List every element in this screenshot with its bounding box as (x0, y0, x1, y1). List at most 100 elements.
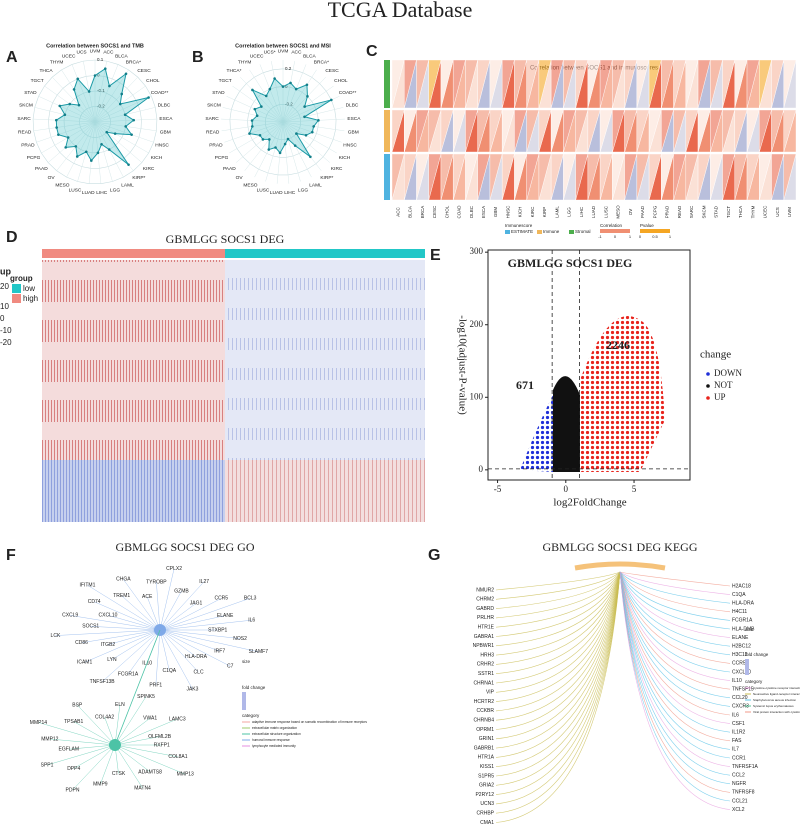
legend-label: humoral immune response (252, 738, 290, 742)
radar-label: PCPG (215, 155, 229, 161)
radar-label: TGCT (31, 78, 44, 84)
legend-tick: 0 (639, 234, 642, 239)
network-edge (495, 571, 621, 758)
legend-title: size (745, 627, 753, 632)
cell-tri (575, 59, 589, 109)
network-edge (107, 614, 161, 631)
radar-label: KIRC (331, 166, 343, 172)
gene-label: HLA-DRA (732, 601, 755, 607)
radar-label: PAAD (223, 166, 236, 172)
heatmap-block (42, 460, 225, 522)
column-label: BRCA (420, 206, 425, 219)
network-edge (495, 571, 621, 609)
radar-label: OV (236, 175, 244, 181)
network-edge (619, 571, 731, 742)
y-tick-label: 100 (470, 391, 484, 401)
radar-label: THCA* (227, 68, 242, 74)
cell-tri (391, 109, 405, 153)
gene-label: CSF1 (732, 721, 745, 727)
column-label: OV (628, 209, 633, 216)
radar-point (76, 77, 80, 81)
gene-label: JAK3 (186, 686, 198, 692)
radar-label: READ (18, 129, 32, 135)
cell-tri (489, 153, 503, 201)
radar-point (107, 148, 111, 151)
gene-label: BSP (72, 702, 83, 708)
cell-tri (563, 109, 576, 153)
network-edge (619, 571, 731, 595)
cell-tri (746, 153, 760, 201)
radar-point (281, 85, 285, 88)
network-edge (495, 571, 621, 777)
radar-grid (63, 90, 127, 154)
radar-label: LGG (110, 187, 120, 193)
network-edge (495, 571, 621, 693)
gene-label: LYN (107, 657, 117, 663)
column-label: STAD (714, 205, 719, 217)
network-edge (619, 571, 731, 656)
y-axis-label: -log10(adjust-P-value) (456, 315, 468, 415)
radar-label: ACC (291, 50, 302, 56)
gene-label: EGFLAM (58, 747, 79, 753)
network-edge (114, 744, 151, 773)
gene-label: C7 (227, 664, 234, 670)
radar-point (124, 125, 127, 128)
network-edge (495, 571, 621, 674)
gene-label: ACE (142, 594, 153, 600)
radar-spoke (235, 121, 284, 163)
gene-label: OPRM1 (476, 727, 494, 733)
radar-label: CESC (137, 68, 151, 74)
cell-tri (599, 109, 613, 153)
legend-gradient (745, 659, 749, 675)
column-label: LIHC (579, 206, 584, 217)
cell-tri (624, 109, 638, 153)
gene-label: ADAMTS8 (138, 769, 162, 775)
network-edge (73, 721, 116, 746)
legend-title: category (242, 713, 260, 718)
legend-label: lymphocyte mediated immunity (252, 744, 296, 748)
radar-point (84, 150, 88, 154)
gene-label: IFITM1 (80, 583, 96, 589)
radar-point (147, 96, 150, 99)
network-edge (619, 571, 731, 681)
radar-point (306, 95, 309, 98)
cell-tri (501, 59, 515, 109)
network-edge (619, 571, 731, 785)
network-edge (77, 704, 116, 746)
cell-tri (710, 59, 723, 109)
gene-label: CTSK (112, 771, 126, 777)
gene-label: HRH3 (480, 652, 494, 658)
gene-label: BCL3 (244, 596, 257, 602)
gene-label: SPP1 (41, 762, 54, 768)
cell-tri (771, 59, 785, 109)
gene-label: GRIA2 (479, 783, 494, 789)
column-label: COAD (457, 205, 462, 219)
gene-label: FCGR1A (118, 672, 139, 678)
network-edge (159, 629, 220, 652)
gene-label: GABRD (476, 606, 494, 612)
x-tick-label: -5 (494, 484, 502, 494)
gene-label: PRF1 (149, 682, 162, 688)
radar-point (63, 113, 67, 116)
gene-label: GRIN1 (479, 736, 495, 742)
cell-tri (563, 59, 576, 109)
gene-label: ELN (115, 702, 125, 708)
gene-label: IL6 (732, 712, 739, 718)
cell-tri (440, 59, 454, 109)
radar-label: LAML (121, 182, 134, 188)
radar-label: CHOL (334, 78, 348, 84)
radar-spoke (222, 107, 284, 123)
network-edge (159, 629, 199, 673)
column-label: KIRC (530, 206, 535, 218)
radar-spoke (94, 121, 154, 143)
scale-label: -20 (0, 338, 12, 347)
radar-spoke (94, 118, 157, 123)
radar-point (286, 137, 290, 141)
network-edge (94, 601, 161, 631)
x-tick-label: 0 (564, 484, 569, 494)
radar-label: MESO (55, 182, 69, 188)
radar-label: BRCA* (126, 60, 141, 66)
legend-label: up (0, 266, 11, 276)
radar-label: HNSC (343, 142, 357, 148)
gene-label: CCL20 (732, 695, 748, 701)
